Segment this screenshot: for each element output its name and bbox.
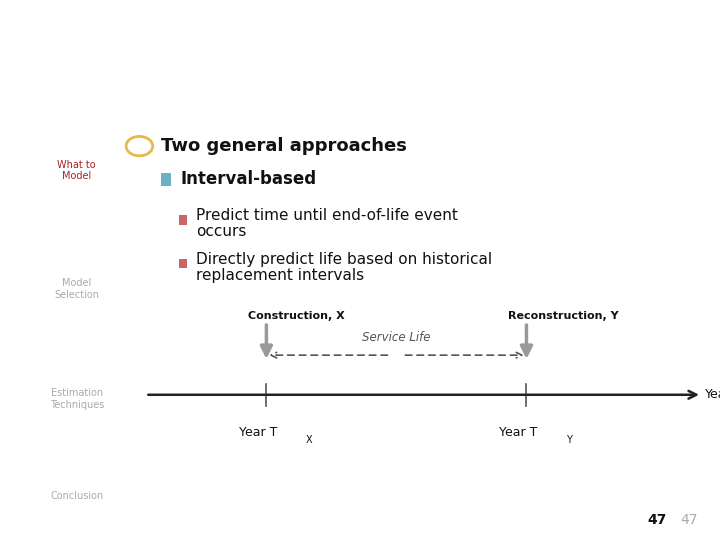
Text: Year T: Year T [239,426,277,438]
Text: 47: 47 [647,513,667,527]
Bar [161,172,171,186]
Text: Directly predict life based on historical: Directly predict life based on historica… [196,252,492,267]
Text: Reconstruction, Y: Reconstruction, Y [508,310,619,321]
Text: occurs: occurs [196,225,246,239]
Bar [179,215,186,225]
Text: Conclusion: Conclusion [50,491,104,501]
Text: Estimation
Techniques: Estimation Techniques [50,388,104,410]
Text: Interval-based: Interval-based [181,170,317,188]
Text: X: X [306,435,312,444]
Text: 47: 47 [680,513,698,527]
Bar [179,259,186,268]
Text: Service Life: Service Life [362,331,431,344]
Text: Model
Selection: Model Selection [54,278,99,300]
Text: replacement intervals: replacement intervals [196,268,364,284]
Text: Predict time until end-of-life event: Predict time until end-of-life event [196,208,457,222]
Text: Two general approaches: Two general approaches [161,137,406,155]
Text: What to
Model: What to Model [58,159,96,181]
Text: Construction, X: Construction, X [248,310,345,321]
Text: Y: Y [566,435,572,444]
Text: Interval-based: Interval-based [18,40,268,70]
Text: Year T: Year T [499,426,538,438]
Text: Year: Year [705,388,720,401]
